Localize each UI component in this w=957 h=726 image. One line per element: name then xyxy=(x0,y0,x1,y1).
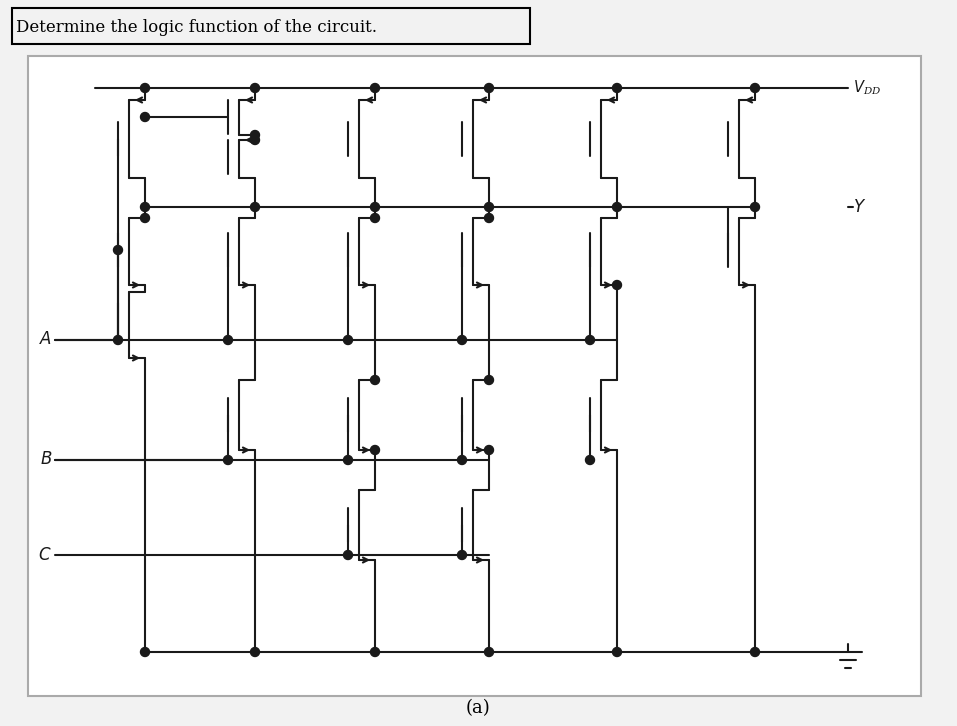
Circle shape xyxy=(141,648,149,656)
Circle shape xyxy=(370,375,380,385)
Circle shape xyxy=(224,335,233,345)
Circle shape xyxy=(224,455,233,465)
Circle shape xyxy=(344,335,352,345)
Circle shape xyxy=(750,648,760,656)
Circle shape xyxy=(141,203,149,211)
Circle shape xyxy=(114,335,122,345)
Circle shape xyxy=(457,335,466,345)
Circle shape xyxy=(370,648,380,656)
Circle shape xyxy=(484,213,494,222)
Text: $V_{\mathregular{DD}}$: $V_{\mathregular{DD}}$ xyxy=(853,78,881,97)
Circle shape xyxy=(484,446,494,454)
Text: $A$: $A$ xyxy=(39,332,52,348)
Circle shape xyxy=(750,203,760,211)
Circle shape xyxy=(484,375,494,385)
Circle shape xyxy=(344,550,352,560)
Text: Determine the logic function of the circuit.: Determine the logic function of the circ… xyxy=(16,18,377,36)
Circle shape xyxy=(251,203,259,211)
Circle shape xyxy=(370,203,380,211)
Text: $B$: $B$ xyxy=(39,452,52,468)
Circle shape xyxy=(370,213,380,222)
Circle shape xyxy=(612,280,621,290)
Circle shape xyxy=(457,550,466,560)
Circle shape xyxy=(370,83,380,92)
Circle shape xyxy=(251,131,259,139)
Circle shape xyxy=(251,83,259,92)
FancyBboxPatch shape xyxy=(28,56,921,696)
Circle shape xyxy=(586,335,594,345)
Circle shape xyxy=(457,455,466,465)
Circle shape xyxy=(141,213,149,222)
Circle shape xyxy=(484,83,494,92)
Text: $C$: $C$ xyxy=(38,547,52,563)
Circle shape xyxy=(370,446,380,454)
Circle shape xyxy=(612,83,621,92)
Circle shape xyxy=(141,83,149,92)
Circle shape xyxy=(586,455,594,465)
Circle shape xyxy=(750,83,760,92)
Circle shape xyxy=(484,203,494,211)
FancyBboxPatch shape xyxy=(12,8,530,44)
Circle shape xyxy=(612,648,621,656)
Text: $Y$: $Y$ xyxy=(853,198,866,216)
Circle shape xyxy=(344,455,352,465)
Text: (a): (a) xyxy=(466,699,490,717)
Circle shape xyxy=(484,648,494,656)
Circle shape xyxy=(251,136,259,144)
Circle shape xyxy=(141,113,149,121)
Circle shape xyxy=(612,203,621,211)
Circle shape xyxy=(114,245,122,255)
Circle shape xyxy=(251,648,259,656)
